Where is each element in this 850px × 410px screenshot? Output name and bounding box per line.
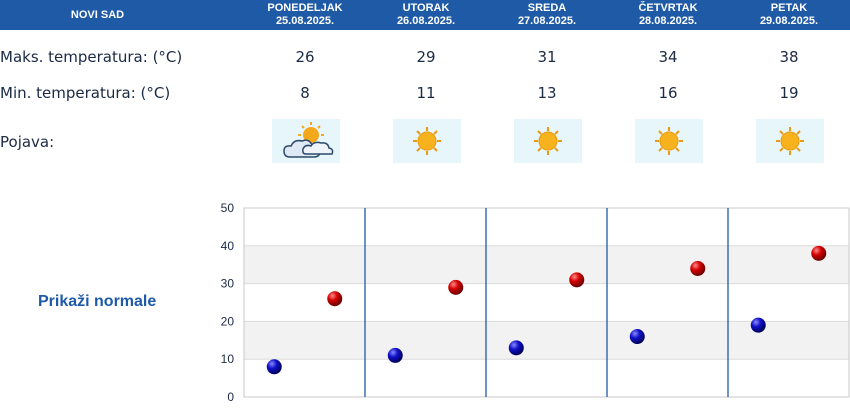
day-header-4: PETAK 29.08.2025. (728, 0, 850, 30)
max-temp-point (327, 291, 343, 307)
partly-cloudy-icon (272, 119, 340, 163)
min-temp-value: 13 (537, 84, 557, 102)
sun-icon (514, 119, 582, 163)
day-date: 28.08.2025. (638, 15, 698, 27)
location-name: NOVI SAD (70, 9, 125, 21)
show-normals-link[interactable]: Prikaži normale (38, 293, 157, 310)
phenomenon-label: Pojava: (0, 133, 55, 151)
min-temp-point (629, 329, 645, 345)
day-header-2: SREDA 27.08.2025. (486, 0, 608, 30)
min-temp-point (750, 317, 766, 333)
max-temp-value: 38 (779, 48, 799, 66)
day-date: 25.08.2025. (275, 15, 335, 27)
y-tick-label: 30 (221, 277, 235, 291)
y-tick-label: 40 (221, 239, 235, 253)
forecast-header: NOVI SAD PONEDELJAK 25.08.2025. UTORAK 2… (0, 0, 850, 30)
max-temp-point (569, 272, 585, 288)
chart-band (244, 245, 849, 284)
sun-icon (393, 119, 461, 163)
day-date: 29.08.2025. (759, 15, 819, 27)
day-header-0: PONEDELJAK 25.08.2025. (244, 0, 366, 30)
max-temp-value: 31 (537, 48, 557, 66)
day-header-3: ČETVRTAK 28.08.2025. (607, 0, 729, 30)
day-date: 27.08.2025. (517, 15, 577, 27)
y-tick-label: 20 (221, 314, 235, 328)
day-header-1: UTORAK 26.08.2025. (365, 0, 487, 30)
day-date: 26.08.2025. (396, 15, 456, 27)
min-temp-value: 11 (416, 84, 436, 102)
day-name: ČETVRTAK (638, 2, 698, 14)
sun-icon (756, 119, 824, 163)
max-temp-label: Maks. temperatura: (°C) (0, 48, 183, 66)
day-name: PONEDELJAK (267, 2, 343, 14)
y-tick-label: 0 (227, 390, 234, 404)
plot-border (243, 207, 850, 398)
y-tick-label: 50 (221, 201, 235, 215)
max-temp-point (690, 260, 706, 276)
min-temp-point (508, 340, 524, 356)
max-temp-value: 34 (658, 48, 678, 66)
sun-icon (635, 119, 703, 163)
day-name: PETAK (770, 2, 808, 14)
day-name: UTORAK (402, 2, 450, 14)
min-temp-value: 16 (658, 84, 678, 102)
min-temp-label: Min. temperatura: (°C) (0, 84, 171, 102)
min-temp-value: 8 (300, 84, 310, 102)
max-temp-value: 26 (295, 48, 315, 66)
min-temp-value: 19 (779, 84, 799, 102)
day-name: SREDA (527, 2, 567, 14)
chart-band (244, 321, 849, 360)
max-temp-point (811, 245, 827, 261)
y-tick-label: 10 (221, 352, 235, 366)
max-temp-point (448, 279, 464, 295)
min-temp-point (387, 347, 403, 363)
max-temp-value: 29 (416, 48, 436, 66)
min-temp-point (266, 359, 282, 375)
